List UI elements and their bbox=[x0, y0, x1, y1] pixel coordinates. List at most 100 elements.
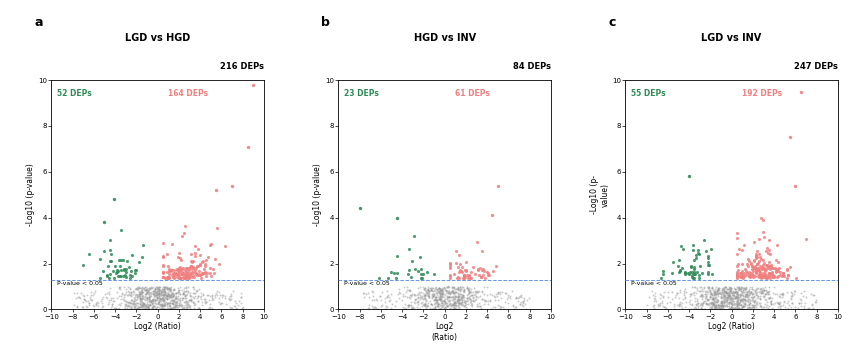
Point bbox=[731, 301, 745, 307]
Point bbox=[674, 287, 687, 293]
Point bbox=[392, 290, 405, 296]
Point bbox=[742, 292, 756, 298]
Point bbox=[749, 302, 763, 308]
Point bbox=[729, 306, 743, 312]
Point bbox=[722, 295, 735, 301]
Point bbox=[717, 306, 731, 312]
Point bbox=[450, 286, 463, 292]
Y-axis label: -Log10 (p-value): -Log10 (p-value) bbox=[27, 163, 35, 226]
Point bbox=[80, 304, 94, 310]
Point bbox=[464, 300, 478, 306]
Point bbox=[646, 303, 659, 309]
Point bbox=[465, 292, 479, 298]
Point bbox=[422, 291, 435, 297]
Point bbox=[178, 295, 192, 301]
Point bbox=[760, 264, 774, 269]
Point bbox=[652, 302, 666, 308]
Point bbox=[469, 289, 482, 295]
Point bbox=[459, 267, 473, 273]
Point bbox=[148, 297, 162, 303]
Point bbox=[747, 302, 761, 308]
Point bbox=[714, 303, 728, 309]
Point bbox=[772, 301, 786, 306]
Point bbox=[794, 290, 808, 296]
Point bbox=[730, 299, 744, 305]
Point bbox=[142, 298, 156, 304]
Point bbox=[190, 264, 203, 269]
Point bbox=[723, 305, 737, 310]
Point bbox=[182, 304, 196, 310]
Point bbox=[144, 306, 158, 312]
Point bbox=[144, 302, 157, 308]
Point bbox=[152, 298, 166, 304]
Point bbox=[133, 304, 146, 310]
Point bbox=[726, 292, 740, 298]
Point bbox=[89, 302, 103, 308]
Point bbox=[172, 300, 186, 305]
Point bbox=[695, 306, 709, 312]
Point bbox=[141, 306, 155, 312]
Point bbox=[449, 296, 463, 302]
Point bbox=[421, 286, 434, 292]
Point bbox=[719, 290, 733, 296]
Point bbox=[421, 290, 434, 296]
Point bbox=[121, 293, 134, 298]
Point bbox=[76, 292, 90, 298]
Point bbox=[746, 298, 760, 304]
Point bbox=[103, 258, 116, 264]
Point bbox=[447, 302, 461, 308]
Point bbox=[401, 304, 415, 309]
Point bbox=[156, 289, 169, 295]
Point bbox=[746, 291, 759, 297]
Point bbox=[656, 268, 669, 274]
Point bbox=[792, 305, 805, 311]
Point bbox=[121, 289, 134, 294]
Point bbox=[126, 297, 139, 303]
Point bbox=[743, 300, 757, 306]
Point bbox=[404, 302, 417, 308]
Point bbox=[150, 288, 163, 294]
Point bbox=[452, 269, 466, 274]
Point bbox=[113, 286, 127, 292]
Point bbox=[753, 271, 767, 277]
Point bbox=[147, 297, 161, 303]
Point bbox=[457, 292, 470, 297]
Point bbox=[215, 300, 229, 306]
Point bbox=[685, 269, 699, 275]
Point bbox=[711, 287, 725, 293]
Point bbox=[160, 292, 174, 297]
Point bbox=[741, 288, 755, 294]
Point bbox=[154, 302, 168, 308]
Point bbox=[156, 269, 170, 275]
Point bbox=[431, 288, 445, 294]
Point bbox=[96, 304, 109, 310]
Point bbox=[436, 286, 450, 292]
Point bbox=[141, 304, 155, 309]
Point bbox=[799, 300, 812, 305]
Point bbox=[710, 288, 723, 294]
Point bbox=[137, 301, 150, 307]
Point bbox=[733, 286, 746, 292]
Point bbox=[95, 300, 109, 306]
Point bbox=[745, 289, 758, 295]
Point bbox=[724, 285, 738, 291]
Point bbox=[141, 289, 155, 295]
Point bbox=[730, 294, 744, 300]
Point bbox=[152, 296, 166, 301]
Point bbox=[443, 294, 457, 300]
Point bbox=[746, 296, 760, 302]
Point bbox=[164, 292, 178, 298]
Point bbox=[94, 298, 108, 304]
Point bbox=[176, 290, 190, 296]
Point bbox=[74, 295, 87, 301]
Point bbox=[176, 305, 190, 311]
Point bbox=[416, 299, 429, 305]
Point bbox=[794, 297, 808, 302]
Point bbox=[401, 302, 415, 308]
Point bbox=[192, 305, 206, 311]
Point bbox=[752, 272, 766, 277]
Point bbox=[183, 272, 197, 278]
Point bbox=[654, 292, 668, 297]
Point bbox=[405, 305, 419, 310]
Point bbox=[457, 276, 470, 281]
